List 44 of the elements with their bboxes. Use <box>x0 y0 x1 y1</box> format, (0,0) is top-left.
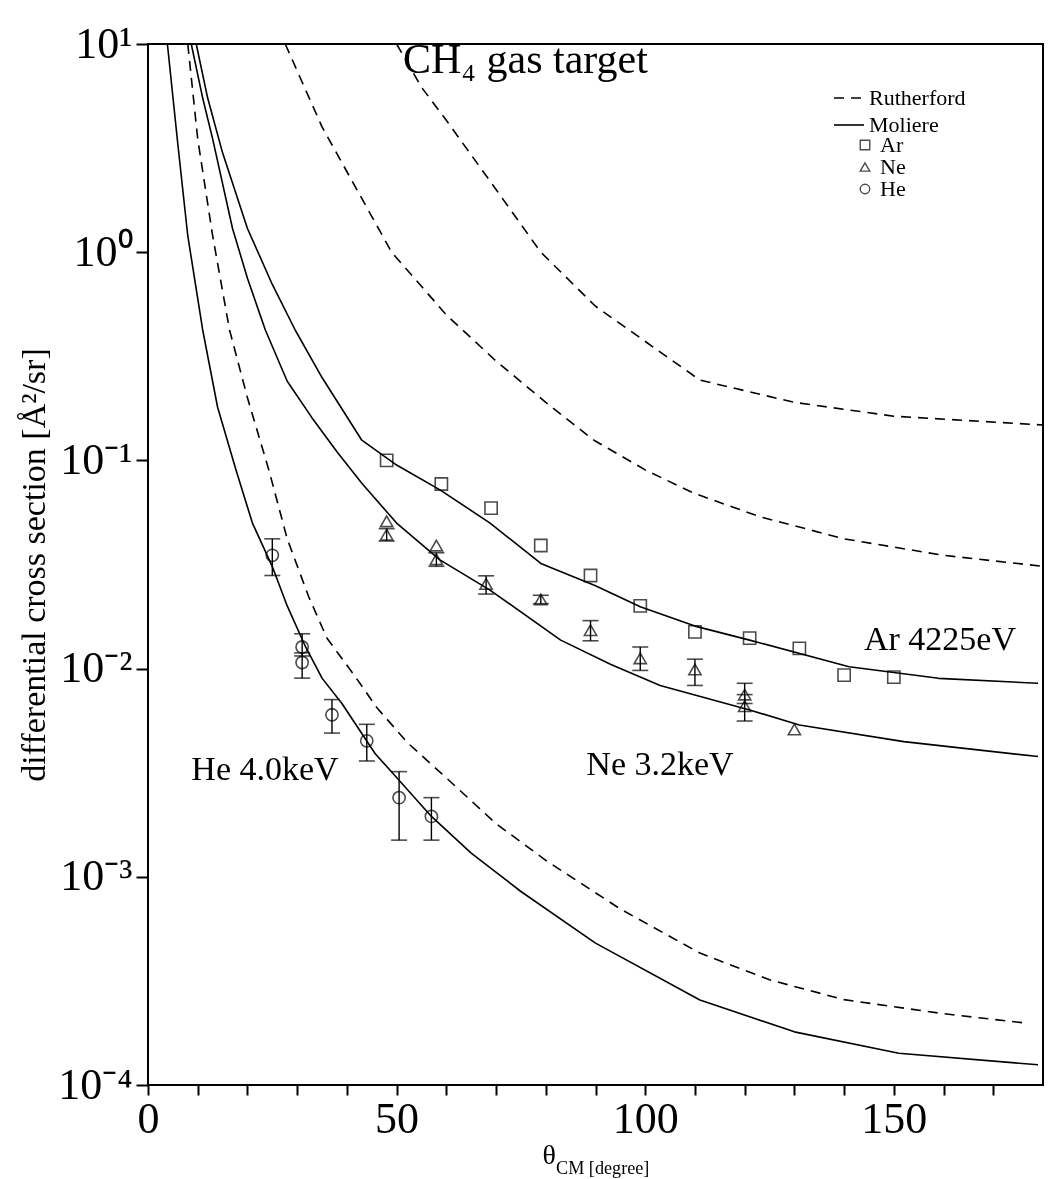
point <box>424 809 439 824</box>
annotation: Ar 4225eV <box>863 620 1017 657</box>
point <box>688 663 702 676</box>
x-tick-label: 150 <box>861 1093 928 1143</box>
x-tick-label: 50 <box>375 1093 420 1143</box>
point <box>583 624 598 637</box>
point <box>792 641 807 656</box>
point <box>484 501 499 516</box>
point <box>392 790 407 805</box>
point <box>295 640 310 654</box>
point <box>533 538 548 553</box>
legend-label: Ne <box>880 154 906 179</box>
legend-label: He <box>880 176 906 201</box>
point <box>583 568 598 583</box>
point <box>379 515 394 528</box>
y-tick-label: 10⁻¹ <box>60 434 133 484</box>
x-tick-label: 0 <box>137 1093 160 1143</box>
point <box>429 539 444 552</box>
point <box>265 548 280 563</box>
y-axis-title: differential cross section [Å²/sr] <box>15 348 53 782</box>
point <box>359 733 374 748</box>
y-tick-label: 10⁻² <box>60 643 133 693</box>
point <box>837 668 852 683</box>
point <box>325 707 339 722</box>
annotation: Ne 3.2keV <box>586 745 735 782</box>
point <box>737 700 752 713</box>
point <box>742 631 757 646</box>
y-tick-label: 10¹ <box>75 18 133 68</box>
y-tick-label: 10⁻⁴ <box>58 1059 133 1109</box>
chart-title: CH₄ gas target <box>403 36 649 82</box>
point <box>787 723 802 736</box>
point <box>379 453 394 468</box>
annotation: He 4.0keV <box>191 750 340 787</box>
legend-label: Rutherford <box>869 85 966 110</box>
y-tick-label: 10⁰ <box>73 226 133 276</box>
point <box>737 688 752 701</box>
point <box>886 670 901 685</box>
point <box>479 577 494 591</box>
point <box>633 599 648 613</box>
point <box>434 477 449 491</box>
point <box>688 625 702 639</box>
point <box>633 652 648 665</box>
point <box>295 655 310 670</box>
y-tick-label: 10⁻³ <box>60 851 133 901</box>
